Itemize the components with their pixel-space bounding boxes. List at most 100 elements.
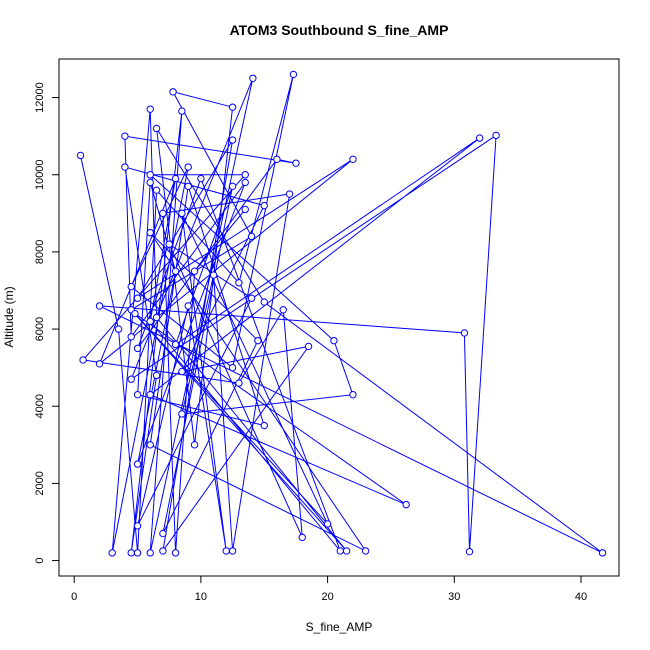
data-point [146, 178, 154, 187]
data-point [121, 163, 129, 171]
data-point [492, 131, 500, 140]
data-point [330, 336, 338, 345]
data-point [184, 302, 192, 310]
x-axis-label: S_fine_AMP [306, 620, 373, 634]
data-point [241, 178, 249, 187]
data-point [349, 390, 357, 399]
data-point [146, 549, 154, 557]
data-point [336, 547, 344, 555]
data-point [146, 390, 154, 399]
data-point [235, 279, 243, 287]
data-point [169, 88, 177, 96]
data-point [292, 159, 300, 167]
data-point [260, 201, 268, 210]
data-point [146, 441, 154, 449]
data-point [171, 174, 180, 183]
plot-frame [58, 58, 620, 577]
data-point [598, 549, 607, 557]
data-point [133, 522, 142, 530]
x-tick-label: 40 [575, 591, 587, 603]
data-point [76, 151, 85, 160]
data-point [235, 379, 243, 387]
y-tick-label: 6000 [34, 317, 46, 341]
data-point [146, 105, 154, 113]
y-axis: 0 2000 4000 6000 8000 10000 12000 [34, 82, 60, 564]
x-tick-label: 20 [321, 591, 333, 603]
data-point [152, 371, 161, 380]
data-point [152, 124, 161, 133]
data-point [247, 294, 256, 302]
data-point [108, 549, 116, 557]
data-point [465, 547, 474, 556]
data-point [475, 134, 484, 142]
data-point [184, 163, 192, 171]
y-tick-label: 4000 [34, 394, 46, 418]
data-point [342, 547, 351, 555]
data-point [146, 228, 154, 237]
data-point [127, 375, 135, 383]
y-tick-label: 0 [34, 558, 46, 564]
y-tick-label: 8000 [34, 240, 46, 264]
data-point [197, 174, 205, 183]
data-point [178, 107, 186, 115]
data-point [146, 171, 154, 179]
data-point [228, 182, 237, 191]
data-point [133, 549, 142, 557]
data-point [228, 103, 237, 111]
data-point [190, 267, 199, 275]
data-point [133, 460, 142, 468]
data-point [171, 549, 180, 557]
x-tick-label: 10 [195, 591, 207, 603]
data-point [228, 136, 237, 144]
data-point [241, 171, 249, 179]
data-point [133, 294, 142, 302]
data-point [146, 317, 154, 326]
data-point [127, 549, 135, 557]
data-point [127, 333, 135, 341]
data-point [402, 500, 410, 509]
data-point [159, 209, 167, 218]
data-point [178, 410, 186, 418]
series-line [80, 74, 603, 554]
data-point [184, 182, 192, 191]
data-point [165, 240, 173, 248]
data-point [249, 74, 257, 82]
data-point [95, 360, 104, 368]
data-point [222, 547, 230, 555]
data-point [190, 441, 199, 449]
data-point [361, 547, 370, 555]
data-point [159, 529, 167, 538]
data-point [247, 232, 256, 241]
data-point [159, 547, 167, 555]
data-point [121, 132, 129, 140]
data-point [228, 547, 237, 555]
data-point [127, 282, 135, 291]
data-point [241, 205, 249, 214]
x-tick-label: 0 [71, 591, 77, 603]
data-point [260, 421, 268, 430]
data-point [279, 306, 287, 314]
data-point [114, 325, 123, 333]
y-axis-label: Altitude (m) [2, 286, 16, 347]
x-tick-label: 30 [448, 591, 460, 603]
data-point [460, 329, 469, 337]
y-tick-label: 12000 [34, 82, 46, 113]
data-point [178, 367, 186, 376]
data-point [304, 342, 313, 351]
y-tick-label: 2000 [34, 471, 46, 495]
data-point [133, 390, 142, 399]
data-point [171, 340, 180, 349]
data-point [323, 520, 332, 528]
chart-title: ATOM3 Southbound S_fine_AMP [230, 22, 449, 38]
x-axis: 0 10 20 30 40 [71, 575, 587, 603]
data-point [273, 155, 281, 164]
data-point [171, 267, 180, 275]
data-point [152, 186, 161, 194]
data-point [95, 302, 104, 310]
data-point [79, 356, 87, 364]
data-point [285, 190, 294, 198]
data-point [131, 309, 139, 318]
data-point [209, 271, 218, 279]
series-layer [76, 70, 607, 557]
